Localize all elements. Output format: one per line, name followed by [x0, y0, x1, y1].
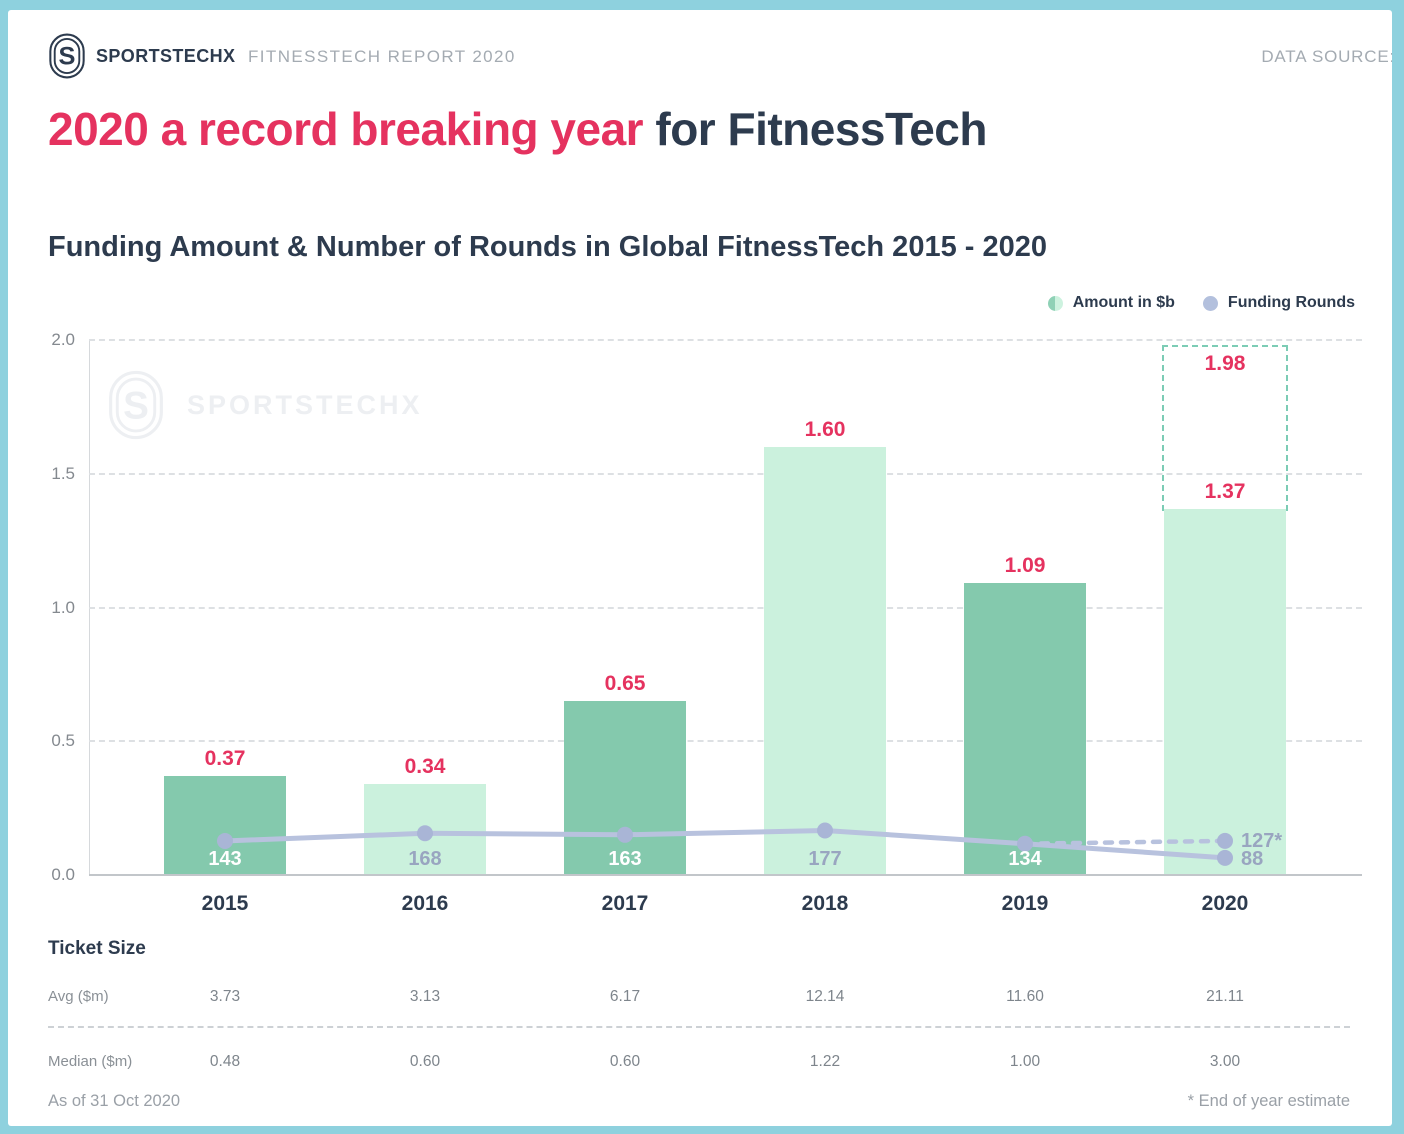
svg-text:S: S	[123, 384, 149, 427]
legend-item-amount: Amount in $b	[1047, 294, 1175, 312]
watermark-text: SPORTSTECHX	[187, 389, 423, 420]
x-label-2015: 2015	[201, 892, 249, 915]
table-cell-avg-2020: 21.11	[1206, 988, 1244, 1005]
watermark-logo-icon: S	[109, 370, 163, 440]
bar-2018	[764, 447, 886, 875]
bar-value-2017: 0.65	[604, 672, 646, 696]
x-label-2017: 2017	[601, 892, 649, 915]
bar-value-2020: 1.37	[1204, 479, 1246, 503]
amount-legend-dot-icon	[1047, 295, 1063, 311]
bar-2020	[1164, 508, 1286, 875]
legend-rounds-label: Funding Rounds	[1227, 294, 1355, 311]
x-label-2018: 2018	[801, 892, 849, 915]
table-cell-avg-2018: 12.14	[805, 988, 845, 1005]
table-row-label-median: Median ($m)	[48, 1053, 133, 1070]
rounds-legend-dot-icon	[1202, 295, 1218, 311]
rounds-value-2015: 143	[208, 848, 242, 870]
table-cell-median-2017: 0.60	[609, 1053, 641, 1070]
estimate-box-2020	[1162, 345, 1288, 511]
chart-watermark: S SPORTSTECHX	[107, 370, 423, 440]
report-card: S SPORTSTECHX FITNESSTECH REPORT 2020 DA…	[8, 10, 1392, 1126]
rounds-value-2017: 163	[608, 848, 642, 870]
combo-chart: S SPORTSTECHX 0.0 0.5 1.0 1.5 2.0 0.37 0.34 0.6…	[8, 330, 1392, 932]
data-source-label: DATA SOURCE:	[1261, 47, 1392, 66]
sportstechx-logo-icon: S	[49, 33, 85, 79]
bar-2019	[964, 583, 1086, 875]
table-cell-median-2018: 1.22	[809, 1053, 841, 1070]
page-title-rest: for FitnessTech	[643, 103, 987, 155]
gridline-0.5	[89, 740, 1362, 743]
bar-value-2019: 1.09	[1004, 554, 1046, 578]
table-row-divider	[48, 1026, 1350, 1028]
svg-text:S: S	[59, 43, 76, 71]
y-tick-0.5: 0.5	[51, 731, 75, 751]
page-title-highlight: 2020 a record breaking year	[48, 103, 644, 155]
estimate-value-2020: 1.98	[1204, 352, 1246, 376]
x-axis-line	[89, 874, 1362, 876]
chart-legend: Amount in $b Funding Rounds	[1047, 294, 1355, 312]
rounds-value-2019: 134	[1008, 848, 1042, 870]
page-title: 2020 a record breaking year for FitnessT…	[48, 102, 987, 156]
table-row-label-avg: Avg ($m)	[48, 988, 109, 1005]
x-label-2019: 2019	[1001, 892, 1049, 915]
bar-value-2016: 0.34	[404, 755, 446, 779]
table-cell-avg-2017: 6.17	[609, 988, 641, 1005]
as-of-date: As of 31 Oct 2020	[48, 1092, 181, 1110]
rounds-value-2020: 88	[1241, 847, 1264, 870]
y-tick-2.0: 2.0	[51, 330, 75, 349]
legend-amount-label: Amount in $b	[1072, 294, 1175, 311]
table-cell-avg-2016: 3.13	[409, 988, 441, 1005]
y-tick-1.0: 1.0	[51, 597, 75, 617]
rounds-estimate-2020: 127*	[1241, 829, 1283, 852]
bar-value-2015: 0.37	[204, 747, 246, 771]
table-cell-avg-2015: 3.73	[209, 988, 241, 1005]
table-cell-median-2015: 0.48	[209, 1053, 241, 1070]
table-cell-median-2016: 0.60	[409, 1053, 441, 1070]
estimate-footnote: * End of year estimate	[1187, 1092, 1350, 1110]
x-label-2020: 2020	[1201, 892, 1249, 915]
x-label-2016: 2016	[401, 892, 449, 915]
table-cell-median-2020: 3.00	[1209, 1053, 1241, 1070]
rounds-value-2016: 168	[408, 848, 442, 870]
table-cell-median-2019: 1.00	[1009, 1053, 1041, 1070]
bar-value-2018: 1.60	[804, 418, 846, 441]
chart-title: Funding Amount & Number of Rounds in Glo…	[48, 231, 1047, 263]
gridline-1.5	[89, 472, 1362, 475]
legend-item-rounds: Funding Rounds	[1202, 294, 1355, 312]
table-title: Ticket Size	[48, 938, 146, 959]
gridline-2.0	[89, 339, 1362, 341]
y-tick-1.5: 1.5	[51, 463, 75, 483]
rounds-value-2018: 177	[808, 848, 842, 870]
table-cell-avg-2019: 11.60	[1006, 988, 1044, 1005]
gridline-1.0	[89, 606, 1362, 609]
report-name: FITNESSTECH REPORT 2020	[248, 47, 516, 66]
y-tick-0.0: 0.0	[51, 865, 75, 884]
brand-name: SPORTSTECHX	[96, 46, 236, 66]
